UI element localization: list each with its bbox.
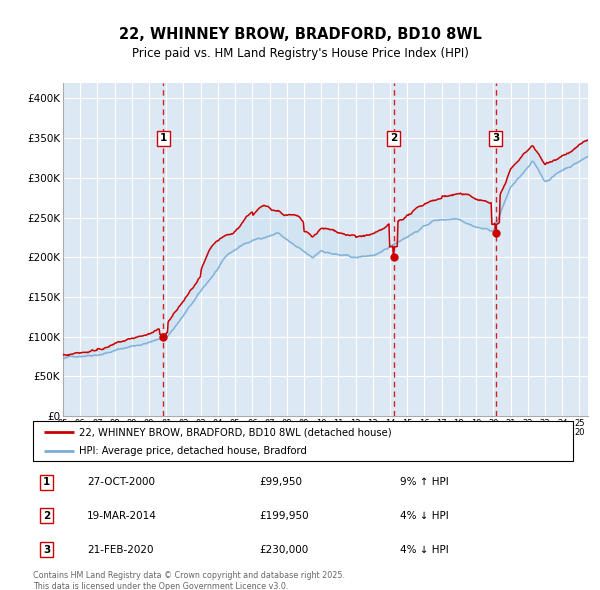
Text: 1: 1	[43, 477, 50, 487]
Text: 3: 3	[492, 133, 499, 143]
Text: 2: 2	[390, 133, 397, 143]
Text: HPI: Average price, detached house, Bradford: HPI: Average price, detached house, Brad…	[79, 447, 307, 456]
Text: 22, WHINNEY BROW, BRADFORD, BD10 8WL: 22, WHINNEY BROW, BRADFORD, BD10 8WL	[119, 27, 481, 42]
Text: 4% ↓ HPI: 4% ↓ HPI	[400, 545, 449, 555]
Text: Contains HM Land Registry data © Crown copyright and database right 2025.
This d: Contains HM Land Registry data © Crown c…	[33, 571, 345, 590]
Text: £230,000: £230,000	[260, 545, 309, 555]
Text: 4% ↓ HPI: 4% ↓ HPI	[400, 511, 449, 521]
Text: 9% ↑ HPI: 9% ↑ HPI	[400, 477, 449, 487]
Text: 21-FEB-2020: 21-FEB-2020	[87, 545, 154, 555]
Text: 1: 1	[160, 133, 167, 143]
FancyBboxPatch shape	[33, 421, 573, 461]
Text: 19-MAR-2014: 19-MAR-2014	[87, 511, 157, 521]
Text: 3: 3	[43, 545, 50, 555]
Text: 2: 2	[43, 511, 50, 521]
Text: £199,950: £199,950	[260, 511, 310, 521]
Text: £99,950: £99,950	[260, 477, 303, 487]
Text: 22, WHINNEY BROW, BRADFORD, BD10 8WL (detached house): 22, WHINNEY BROW, BRADFORD, BD10 8WL (de…	[79, 428, 392, 438]
Text: 27-OCT-2000: 27-OCT-2000	[87, 477, 155, 487]
Text: Price paid vs. HM Land Registry's House Price Index (HPI): Price paid vs. HM Land Registry's House …	[131, 47, 469, 60]
